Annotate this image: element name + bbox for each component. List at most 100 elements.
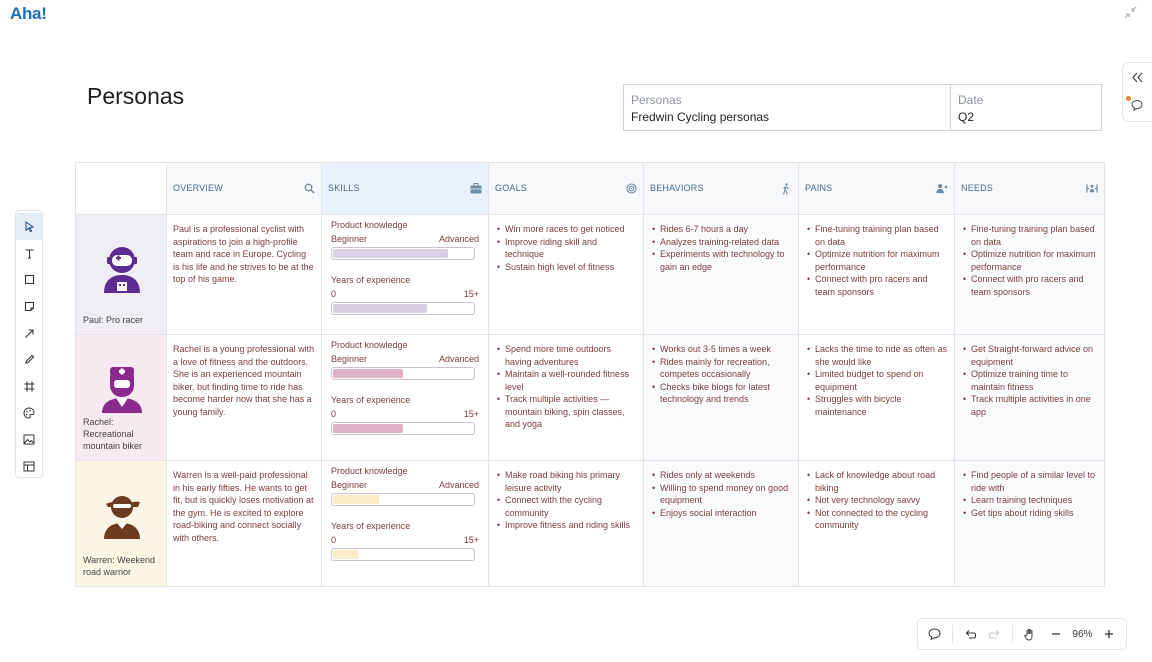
behaviors-cell[interactable]: Rides only at weekendsWilling to spend m… (644, 461, 799, 587)
medic-biker-icon (102, 367, 142, 413)
aha-logo[interactable]: Aha! (10, 4, 47, 23)
product-knowledge-label: Product knowledge (331, 466, 408, 476)
notification-dot (1126, 96, 1131, 101)
meta-date-value[interactable]: Q2 (958, 110, 975, 124)
persona-cell-rachel[interactable]: Rachel: Recreational mountain biker (76, 335, 167, 461)
meta-personas-cell[interactable]: Personas Fredwin Cycling personas (624, 85, 951, 130)
overview-cell[interactable]: Rachel is a young professional with a lo… (167, 335, 322, 461)
header-overview[interactable]: OVERVIEW (167, 163, 322, 215)
list-item: Rides 6-7 hours a day (652, 223, 792, 236)
header-needs[interactable]: NEEDS (955, 163, 1105, 215)
list-item: Limited budget to spend on equipment (807, 368, 948, 393)
pen-tool-icon[interactable] (16, 346, 42, 373)
goals-cell[interactable]: Win more races to get noticedImprove rid… (489, 215, 644, 335)
comments-icon[interactable] (1123, 91, 1151, 119)
drawing-toolbar (15, 210, 43, 478)
header-pains[interactable]: PAINS (799, 163, 955, 215)
zoom-in-icon[interactable] (1096, 621, 1122, 647)
product-knowledge-label: Product knowledge (331, 220, 408, 230)
needs-cell[interactable]: Get Straight-forward advice on equipment… (955, 335, 1105, 461)
experience-fill (333, 424, 403, 433)
collapse-icon[interactable] (1122, 6, 1138, 22)
header-behaviors[interactable]: BEHAVIORS (644, 163, 799, 215)
header-blank-cell (76, 163, 167, 215)
knowledge-min-label: Beginner (331, 479, 368, 490)
experience-slider[interactable] (331, 302, 475, 315)
needs-cell[interactable]: Fine-tuning training plan based on dataO… (955, 215, 1105, 335)
skills-cell[interactable]: Product knowledge Beginner Advanced Year… (322, 215, 489, 335)
pains-cell[interactable]: Lacks the time to ride as often as she w… (799, 335, 955, 461)
list-item: Fine-tuning training plan based on data (807, 223, 948, 248)
hand-pan-icon[interactable] (1017, 621, 1043, 647)
behaviors-cell[interactable]: Works out 3-5 times a weekRides mainly f… (644, 335, 799, 461)
list-item: Willing to spend money on good equipment (652, 482, 792, 507)
redo-icon[interactable] (982, 621, 1008, 647)
meta-personas-value[interactable]: Fredwin Cycling personas (631, 110, 770, 124)
knowledge-slider[interactable] (331, 247, 475, 260)
list-item: Make road biking his primary leisure act… (497, 469, 637, 494)
users-icon (1086, 183, 1098, 195)
experience-slider[interactable] (331, 422, 475, 435)
table-row-warren: Warren: Weekend road warrior Warren is a… (76, 461, 1105, 587)
persona-cell-warren[interactable]: Warren: Weekend road warrior (76, 461, 167, 587)
persona-cell-paul[interactable]: Paul: Pro racer (76, 215, 167, 335)
undo-icon[interactable] (957, 621, 983, 647)
arrow-tool-icon[interactable] (16, 320, 42, 347)
experience-max-label: 15+ (463, 534, 479, 545)
list-item: Not very technology savvy (807, 494, 948, 507)
knowledge-slider[interactable] (331, 367, 475, 380)
experience-slider[interactable] (331, 548, 475, 561)
needs-cell[interactable]: Find people of a similar level to ride w… (955, 461, 1105, 587)
experience-label: Years of experience (331, 275, 411, 285)
list-item: Maintain a well-rounded fitness level (497, 368, 637, 393)
table-tool-icon[interactable] (16, 453, 42, 480)
experience-min-label: 0 (331, 408, 337, 419)
page-title[interactable]: Personas (87, 83, 185, 109)
double-chevron-left-icon[interactable] (1123, 63, 1151, 91)
list-item: Rides only at weekends (652, 469, 792, 482)
header-overview-label: OVERVIEW (173, 183, 223, 194)
overview-cell[interactable]: Paul is a professional cyclist with aspi… (167, 215, 322, 335)
header-skills[interactable]: SKILLS (322, 163, 489, 215)
text-tool-icon[interactable] (16, 240, 42, 267)
experience-max-label: 15+ (463, 288, 479, 299)
experience-scale: 0 15+ (331, 534, 479, 547)
table-row-rachel: Rachel: Recreational mountain biker Rach… (76, 335, 1105, 461)
header-goals[interactable]: GOALS (489, 163, 644, 215)
overview-cell[interactable]: Warren is a well-paid professional in hi… (167, 461, 322, 587)
toolbar-divider (1012, 625, 1014, 643)
list-item: Get tips about riding skills (963, 507, 1098, 520)
experience-label: Years of experience (331, 521, 411, 531)
select-tool-icon[interactable] (16, 213, 42, 240)
header-goals-label: GOALS (495, 183, 528, 194)
comment-icon[interactable] (922, 621, 948, 647)
behaviors-cell[interactable]: Rides 6-7 hours a dayAnalyzes training-r… (644, 215, 799, 335)
knowledge-max-label: Advanced (438, 479, 479, 490)
skills-cell[interactable]: Product knowledge Beginner Advanced Year… (322, 335, 489, 461)
knowledge-min-label: Beginner (331, 233, 368, 244)
zoom-out-icon[interactable] (1043, 621, 1069, 647)
list-item: Connect with pro racers and team sponsor… (963, 273, 1098, 298)
pains-cell[interactable]: Lack of knowledge about road bikingNot v… (799, 461, 955, 587)
pains-cell[interactable]: Fine-tuning training plan based on dataO… (799, 215, 955, 335)
knowledge-fill (333, 495, 380, 504)
frame-tool-icon[interactable] (16, 373, 42, 400)
zoom-level[interactable]: 96% (1072, 628, 1093, 640)
experience-max-label: 15+ (463, 408, 479, 419)
image-tool-icon[interactable] (16, 427, 42, 454)
skills-cell[interactable]: Product knowledge Beginner Advanced Year… (322, 461, 489, 587)
meta-date-label: Date (958, 93, 984, 107)
rectangle-tool-icon[interactable] (16, 266, 42, 293)
knowledge-scale: Beginner Advanced (331, 479, 479, 492)
list-item: Experiments with technology to gain an e… (652, 248, 792, 273)
goals-cell[interactable]: Spend more time outdoors having adventur… (489, 335, 644, 461)
meta-date-cell[interactable]: Date Q2 (951, 85, 1101, 130)
knowledge-slider[interactable] (331, 493, 475, 506)
bottom-toolbar: 96% (917, 618, 1127, 650)
goals-cell[interactable]: Make road biking his primary leisure act… (489, 461, 644, 587)
sticky-note-tool-icon[interactable] (16, 293, 42, 320)
header-skills-label: SKILLS (328, 183, 360, 194)
palette-tool-icon[interactable] (16, 400, 42, 427)
right-rail (1122, 62, 1152, 122)
astronaut-racer-icon (104, 247, 140, 293)
